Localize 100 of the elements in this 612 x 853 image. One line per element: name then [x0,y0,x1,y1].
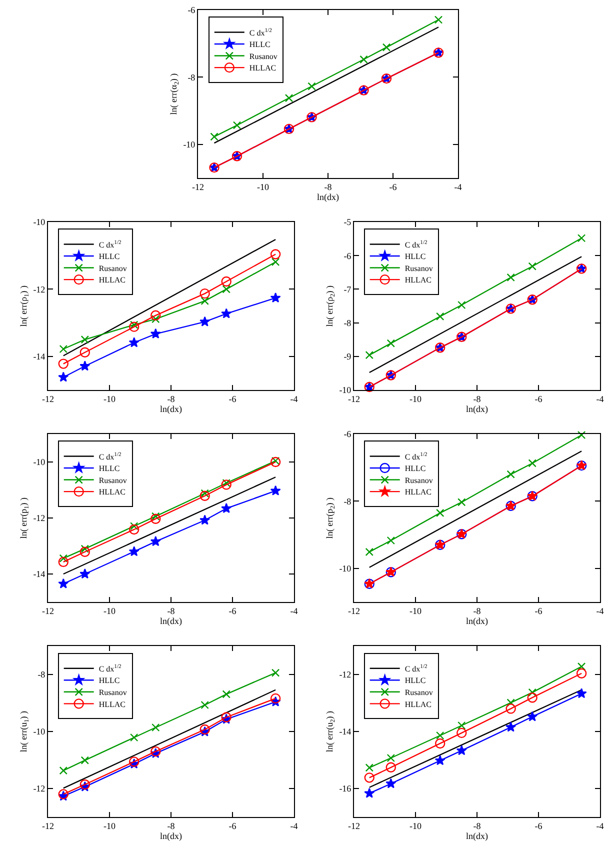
point [128,546,140,556]
point [80,544,89,553]
point [58,358,68,369]
x-tick-label: -6 [534,606,543,616]
x-tick-label: -6 [534,394,543,404]
legend-label: HLLC [98,252,120,262]
point [386,536,395,545]
point [80,756,89,764]
point [271,668,280,677]
x-axis-title: ln(dx) [160,404,182,414]
point [528,459,536,468]
x-tick-label: -10 [410,394,422,404]
point [221,276,232,287]
point [270,292,281,302]
point [200,316,210,326]
point [577,234,586,242]
legend-label: HLLC [249,40,270,50]
point [436,312,444,321]
point [364,772,374,783]
legend-label: HLLAC [249,64,276,73]
legend-label: HLLAC [404,700,432,709]
legend-label: Rusanov [404,264,433,273]
point [200,489,209,498]
point [386,762,396,773]
legend-label: Rusanov [404,476,433,485]
point [59,344,68,354]
legend-label: C dx$^{1/2}$ [98,452,122,462]
point [80,546,90,557]
point [232,121,242,130]
y-tick-label: -10 [183,140,196,150]
point [80,347,90,358]
point [271,456,280,465]
legend-label: HLLAC [98,700,126,709]
x-axis-title: ln(dx) [466,616,488,626]
point [435,738,446,749]
point [528,262,536,270]
legend-label: Rusanov [249,52,278,61]
point [150,328,161,338]
legend-label: HLLC [98,464,120,474]
y-tick-label: -12 [33,784,46,794]
x-tick-label: -6 [228,394,237,404]
point [150,536,161,546]
x-tick-label: -10 [104,394,116,404]
point [308,82,316,90]
point [386,339,395,348]
legend-label: C dx$^{1/2}$ [404,452,428,462]
x-axis-title: ln(dx) [160,830,182,841]
point [210,132,218,141]
point [458,721,466,730]
point [458,498,466,506]
point [365,764,374,772]
point [270,693,281,704]
y-tick-label: -9 [344,352,352,362]
x-tick-label: -8 [473,606,482,616]
x-tick-label: -12 [42,820,54,831]
x-tick-label: -4 [596,606,604,616]
legend-label: Rusanov [98,264,127,273]
x-tick-label: -4 [596,394,604,404]
point [365,548,374,556]
y-tick-label: -5 [344,217,352,228]
point [222,478,230,488]
x-tick-label: -6 [228,606,237,616]
x-tick-label: -6 [228,820,237,831]
point [59,554,68,562]
point [80,336,89,344]
x-axis-title: ln(dx) [160,616,182,626]
point [456,728,467,738]
point [200,490,210,501]
legend-label: Rusanov [404,688,433,698]
legend-label: HLLAC [98,488,126,497]
x-tick-label: -8 [167,606,176,616]
point [386,754,395,762]
point [152,315,160,324]
y-tick-label: -8 [344,318,352,328]
y-tick-label: -8 [188,72,196,82]
legend-label: HLLC [404,464,426,474]
point [58,372,69,382]
point [129,524,140,535]
legend-label: C dx$^{1/2}$ [98,664,122,674]
x-tick-label: -12 [42,394,54,404]
point [221,502,232,514]
legend-label: HLLAC [404,276,432,285]
x-axis-title: ln(dx) [466,404,488,414]
y-tick-label: -14 [33,569,46,580]
y-tick-label: -16 [339,784,352,794]
y-tick-label: -14 [33,352,46,362]
point [576,668,587,678]
point [434,16,443,24]
point [128,337,140,348]
x-tick-label: -8 [167,394,176,404]
point [200,700,209,710]
point [270,456,281,468]
y-tick-label: -10 [33,457,46,468]
y-tick-label: -10 [33,726,46,737]
point [221,480,232,490]
legend-label: Rusanov [98,476,127,485]
point [221,308,232,318]
x-tick-label: -4 [290,820,298,831]
y-tick-label: -12 [339,670,352,680]
point [284,94,294,102]
